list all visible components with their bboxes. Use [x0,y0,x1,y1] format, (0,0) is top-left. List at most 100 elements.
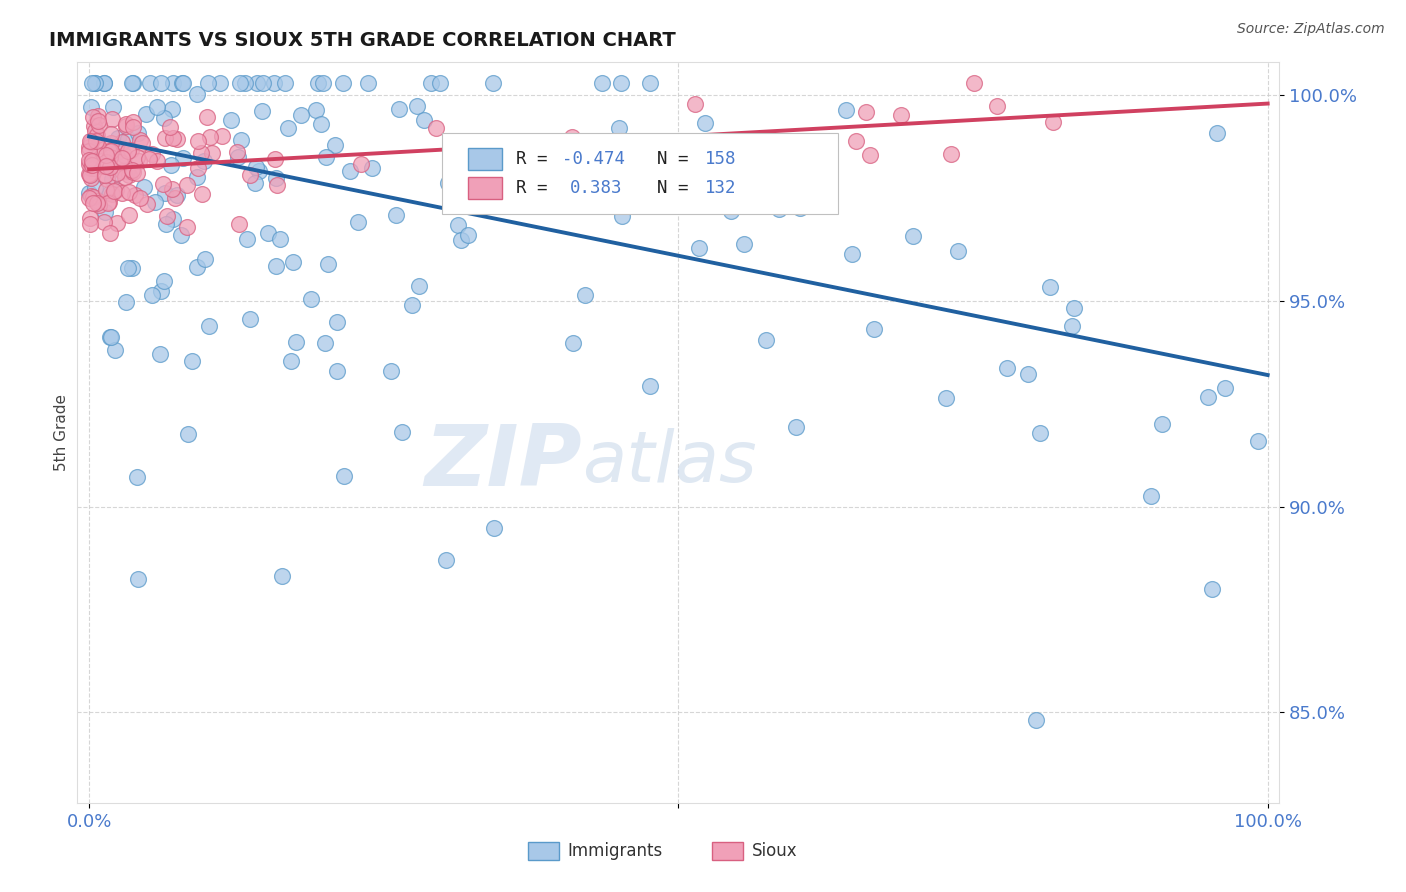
Point [93,76,115,90]
Point [406,99,429,113]
Point [169,227,191,242]
Point [197,76,219,90]
Point [233,76,256,90]
Point [172,151,194,165]
Point [307,76,329,90]
Point [755,333,778,347]
Point [434,553,457,567]
Point [299,292,322,306]
Point [112,148,135,162]
Point [82,190,104,204]
Point [1029,425,1052,440]
Point [429,76,451,90]
Point [209,76,232,90]
Point [401,298,423,312]
Point [100,161,122,175]
Point [77,167,100,181]
Point [252,76,274,90]
Point [256,226,278,240]
Point [105,166,128,180]
Point [149,284,172,298]
Point [482,521,505,535]
Point [82,155,104,169]
Point [89,119,111,133]
Point [245,160,267,174]
Point [87,109,110,123]
Point [247,163,270,178]
Point [683,97,706,112]
Point [702,187,724,202]
Point [610,134,633,148]
Point [83,180,105,194]
Point [105,216,128,230]
Point [83,161,105,176]
Point [176,427,198,442]
Point [80,188,103,202]
Point [105,145,128,159]
Point [246,76,269,90]
Point [269,232,291,246]
Point [129,133,152,147]
Point [388,102,411,116]
Point [80,161,103,175]
Point [561,335,583,350]
Point [464,186,486,201]
Point [153,274,176,288]
Point [87,194,110,208]
Point [312,76,335,90]
Point [326,364,349,378]
Point [768,202,790,216]
Point [332,76,354,90]
Point [94,159,117,173]
Point [153,186,176,201]
Point [100,330,122,344]
Point [962,76,984,90]
Point [83,154,105,169]
Point [153,131,176,145]
Text: -0.474: -0.474 [562,150,624,168]
Point [82,154,104,169]
Point [79,169,101,183]
Point [80,158,103,172]
Text: IMMIGRANTS VS SIOUX 5TH GRADE CORRELATION CHART: IMMIGRANTS VS SIOUX 5TH GRADE CORRELATIO… [49,31,676,50]
Point [86,128,108,142]
Point [79,211,101,225]
Point [391,425,413,440]
Point [347,215,370,229]
Point [83,119,105,133]
Point [117,185,139,199]
Point [149,347,172,361]
Point [890,108,912,122]
Text: ZIP: ZIP [425,421,582,504]
Point [187,161,209,175]
Point [314,336,336,351]
Point [82,157,104,171]
Point [172,76,194,90]
Point [441,187,464,202]
Point [172,76,194,90]
Point [935,392,957,406]
Point [1215,381,1237,395]
Point [86,196,108,211]
Point [239,312,262,326]
Point [94,183,117,197]
Point [97,196,120,211]
Point [86,114,108,128]
Point [190,146,212,161]
Point [77,186,100,200]
FancyBboxPatch shape [441,133,838,214]
Point [413,112,436,127]
Point [80,135,103,149]
Point [83,124,105,138]
Text: 158: 158 [704,150,737,168]
Y-axis label: 5th Grade: 5th Grade [53,394,69,471]
Point [264,152,287,166]
Point [114,294,136,309]
Point [457,227,479,242]
Point [115,119,138,133]
Point [385,208,408,222]
Point [380,364,402,378]
Point [270,569,292,583]
Point [219,112,242,127]
Point [186,87,208,101]
